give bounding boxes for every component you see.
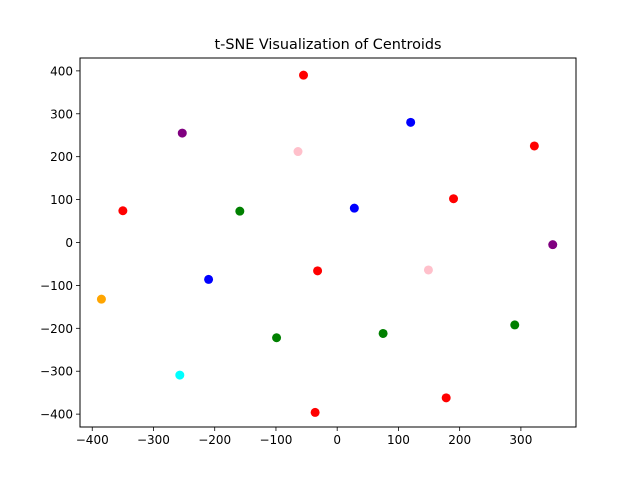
scatter-point (272, 333, 282, 343)
scatter-point (204, 274, 214, 284)
points-layer (96, 70, 558, 417)
scatter-point (175, 370, 185, 380)
y-tick-label: 300 (50, 107, 73, 121)
scatter-point (299, 70, 309, 80)
scatter-point (349, 203, 359, 213)
scatter-point (235, 206, 245, 216)
y-tick-label: 200 (50, 150, 73, 164)
x-tick-label: 200 (448, 433, 471, 447)
x-tick-label: −200 (198, 433, 231, 447)
y-tick-label: −300 (40, 365, 73, 379)
scatter-point (96, 294, 106, 304)
scatter-point (548, 240, 558, 250)
y-axis: −400 −300 −200 −100 0 100 200 300 400 (40, 64, 80, 422)
x-tick-label: 300 (509, 433, 532, 447)
scatter-point (449, 194, 459, 204)
y-tick-label: 0 (65, 236, 73, 250)
scatter-point (293, 147, 303, 157)
scatter-point (529, 141, 539, 151)
y-tick-label: −100 (40, 279, 73, 293)
scatter-point (441, 393, 451, 403)
scatter-point (510, 320, 520, 330)
y-tick-label: 400 (50, 64, 73, 78)
x-tick-label: −400 (76, 433, 109, 447)
scatter-point (378, 328, 388, 338)
scatter-point (177, 128, 187, 138)
scatter-point (423, 265, 433, 275)
scatter-point (313, 266, 323, 276)
y-tick-label: 100 (50, 193, 73, 207)
scatter-point (406, 117, 416, 127)
x-axis: −400 −300 −200 −100 0 100 200 300 (76, 427, 532, 447)
x-tick-label: 100 (387, 433, 410, 447)
scatter-point (118, 206, 128, 216)
y-tick-label: −400 (40, 408, 73, 422)
y-tick-label: −200 (40, 322, 73, 336)
x-tick-label: −100 (259, 433, 292, 447)
scatter-point (310, 407, 320, 417)
x-tick-label: −300 (137, 433, 170, 447)
plot-frame (79, 57, 577, 428)
x-tick-label: 0 (333, 433, 341, 447)
chart-title: t-SNE Visualization of Centroids (214, 37, 441, 53)
